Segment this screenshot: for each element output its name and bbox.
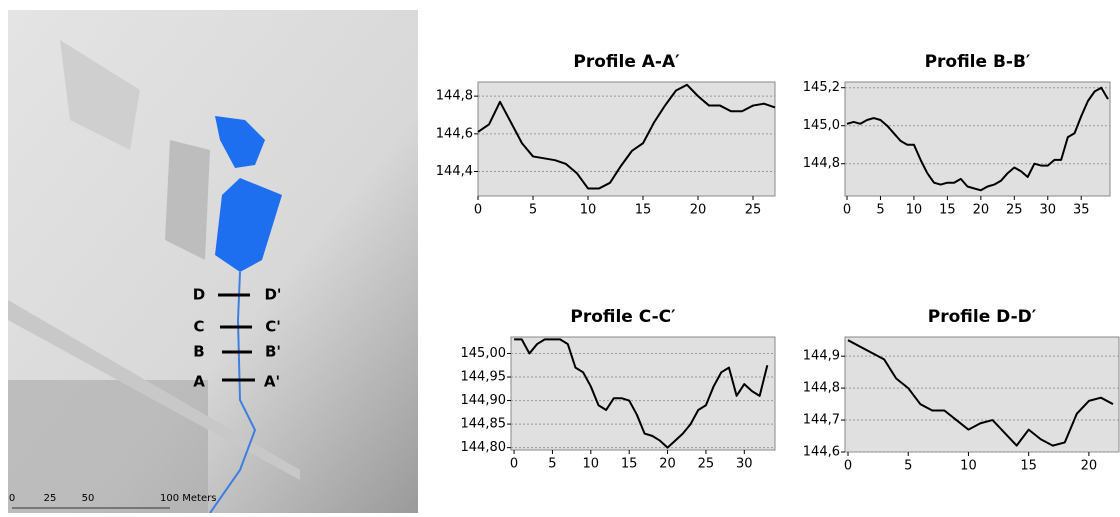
map-label: C bbox=[193, 318, 204, 336]
y-tick-label: 145,00 bbox=[461, 346, 507, 361]
x-tick-label: 10 bbox=[583, 457, 600, 472]
y-tick-label: 144,7 bbox=[803, 413, 840, 428]
chart-title: Profile C-C′ bbox=[570, 307, 676, 327]
x-tick-label: 20 bbox=[1081, 459, 1098, 474]
x-tick-label: 5 bbox=[529, 203, 537, 218]
y-tick-label: 144,8 bbox=[803, 381, 840, 396]
chart-title: Profile D-D′ bbox=[928, 307, 1037, 327]
x-tick-label: 0 bbox=[474, 203, 482, 218]
chart-title: Profile B-B′ bbox=[925, 52, 1031, 72]
y-tick-label: 144,95 bbox=[461, 370, 507, 385]
y-tick-label: 145,0 bbox=[803, 118, 840, 133]
map-label: B' bbox=[265, 343, 281, 361]
plot-area bbox=[845, 337, 1119, 452]
x-tick-label: 15 bbox=[621, 457, 638, 472]
plot-area bbox=[478, 82, 775, 196]
x-tick-label: 30 bbox=[736, 457, 753, 472]
x-tick-label: 20 bbox=[973, 203, 990, 218]
y-tick-label: 145,2 bbox=[803, 80, 840, 95]
y-tick-label: 144,85 bbox=[461, 417, 507, 432]
x-tick-label: 5 bbox=[548, 457, 556, 472]
y-tick-label: 144,8 bbox=[436, 89, 473, 104]
chart-title: Profile A-A′ bbox=[573, 52, 680, 72]
x-tick-label: 35 bbox=[1073, 203, 1090, 218]
map-label: B bbox=[193, 343, 204, 361]
figure: D D' C C' B B' A A' 0 25 50 100 Meters P… bbox=[0, 0, 1120, 513]
x-tick-label: 25 bbox=[745, 203, 762, 218]
scale-label: 25 bbox=[44, 493, 57, 504]
y-tick-label: 144,9 bbox=[803, 349, 840, 364]
x-tick-label: 15 bbox=[635, 203, 652, 218]
y-tick-label: 144,90 bbox=[461, 393, 507, 408]
map-label: A' bbox=[264, 373, 280, 391]
y-tick-label: 144,4 bbox=[436, 164, 473, 179]
x-tick-label: 30 bbox=[1039, 203, 1056, 218]
map-label: A bbox=[193, 373, 205, 391]
y-tick-label: 144,6 bbox=[436, 126, 473, 141]
scale-label: 50 bbox=[82, 493, 95, 504]
map-label: D bbox=[193, 286, 205, 304]
x-tick-label: 10 bbox=[960, 459, 977, 474]
scale-label: 0 bbox=[9, 493, 15, 504]
map-label: C' bbox=[265, 318, 281, 336]
x-tick-label: 15 bbox=[939, 203, 956, 218]
x-tick-label: 0 bbox=[510, 457, 518, 472]
scale-label: 100 Meters bbox=[160, 493, 216, 504]
x-tick-label: 25 bbox=[698, 457, 715, 472]
x-tick-label: 25 bbox=[1006, 203, 1023, 218]
x-tick-label: 5 bbox=[904, 459, 912, 474]
plot-area bbox=[845, 82, 1110, 196]
x-tick-label: 10 bbox=[580, 203, 597, 218]
x-tick-label: 20 bbox=[690, 203, 707, 218]
y-tick-label: 144,6 bbox=[803, 445, 840, 460]
x-tick-label: 0 bbox=[844, 459, 852, 474]
map: D D' C C' B B' A A' 0 25 50 100 Meters bbox=[8, 10, 418, 513]
x-tick-label: 10 bbox=[906, 203, 923, 218]
x-tick-label: 20 bbox=[659, 457, 676, 472]
x-tick-label: 0 bbox=[843, 203, 851, 218]
map-label: D' bbox=[264, 286, 281, 304]
x-tick-label: 5 bbox=[876, 203, 884, 218]
y-tick-label: 144,8 bbox=[803, 156, 840, 171]
y-tick-label: 144,80 bbox=[461, 440, 507, 455]
x-tick-label: 15 bbox=[1020, 459, 1037, 474]
